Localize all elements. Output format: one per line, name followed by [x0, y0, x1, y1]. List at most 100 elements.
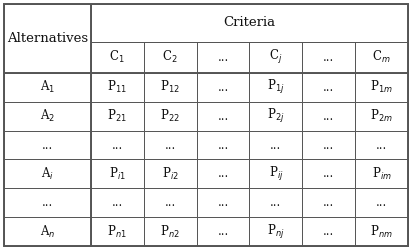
Bar	[249, 160, 302, 188]
Text: A$_n$: A$_n$	[40, 224, 55, 240]
Bar	[91, 42, 144, 73]
Bar	[144, 131, 197, 160]
Bar	[91, 4, 408, 42]
Text: ...: ...	[323, 168, 335, 180]
Text: ...: ...	[323, 110, 335, 123]
Text: C$_j$: C$_j$	[269, 48, 283, 66]
Text: P$_{im}$: P$_{im}$	[372, 166, 391, 182]
Bar	[355, 217, 408, 246]
Text: ...: ...	[323, 225, 335, 238]
Text: P$_{i2}$: P$_{i2}$	[162, 166, 178, 182]
Bar	[91, 217, 144, 246]
Bar	[4, 160, 91, 188]
Text: P$_{22}$: P$_{22}$	[160, 108, 180, 124]
Bar	[249, 102, 302, 131]
Bar	[355, 42, 408, 73]
Bar	[91, 160, 144, 188]
Bar	[355, 102, 408, 131]
Bar	[91, 102, 144, 131]
Text: A$_1$: A$_1$	[40, 79, 55, 96]
Bar	[355, 188, 408, 217]
Bar	[302, 102, 355, 131]
Bar	[4, 102, 91, 131]
Bar	[4, 188, 91, 217]
Text: ...: ...	[376, 196, 387, 209]
Bar	[197, 217, 249, 246]
Text: Alternatives: Alternatives	[7, 32, 88, 45]
Bar	[302, 73, 355, 102]
Bar	[197, 160, 249, 188]
Bar	[355, 73, 408, 102]
Text: ...: ...	[112, 138, 123, 151]
Text: ...: ...	[112, 196, 123, 209]
Bar	[355, 160, 408, 188]
Text: ...: ...	[218, 81, 229, 94]
Bar	[302, 160, 355, 188]
Text: ...: ...	[218, 138, 229, 151]
Text: ...: ...	[218, 225, 229, 238]
Bar	[355, 131, 408, 160]
Bar	[4, 4, 91, 73]
Text: P$_{2m}$: P$_{2m}$	[370, 108, 393, 124]
Bar	[144, 160, 197, 188]
Text: P$_{n2}$: P$_{n2}$	[160, 224, 180, 240]
Bar	[302, 131, 355, 160]
Text: A$_i$: A$_i$	[41, 166, 54, 182]
Text: ...: ...	[323, 138, 335, 151]
Text: ...: ...	[218, 196, 229, 209]
Bar	[197, 188, 249, 217]
Text: P$_{n1}$: P$_{n1}$	[108, 224, 127, 240]
Text: ...: ...	[164, 196, 176, 209]
Text: ...: ...	[42, 138, 53, 151]
Bar	[197, 42, 249, 73]
Text: P$_{i1}$: P$_{i1}$	[109, 166, 126, 182]
Bar	[249, 217, 302, 246]
Text: ...: ...	[42, 196, 53, 209]
Bar	[91, 131, 144, 160]
Text: ...: ...	[218, 168, 229, 180]
Text: P$_{nj}$: P$_{nj}$	[267, 222, 285, 240]
Text: ...: ...	[164, 138, 176, 151]
Text: P$_{1j}$: P$_{1j}$	[267, 78, 285, 96]
Text: ...: ...	[218, 110, 229, 123]
Bar	[144, 217, 197, 246]
Bar	[91, 188, 144, 217]
Bar	[197, 102, 249, 131]
Text: P$_{2j}$: P$_{2j}$	[267, 107, 285, 125]
Bar	[249, 131, 302, 160]
Text: ...: ...	[270, 196, 281, 209]
Text: C$_2$: C$_2$	[162, 49, 178, 65]
Bar	[197, 73, 249, 102]
Bar	[4, 217, 91, 246]
Bar	[144, 42, 197, 73]
Text: C$_1$: C$_1$	[110, 49, 125, 65]
Bar	[302, 188, 355, 217]
Text: P$_{1m}$: P$_{1m}$	[370, 79, 393, 96]
Bar	[302, 217, 355, 246]
Text: ...: ...	[376, 138, 387, 151]
Text: A$_2$: A$_2$	[40, 108, 55, 124]
Text: ...: ...	[218, 51, 229, 64]
Bar	[249, 188, 302, 217]
Bar	[197, 131, 249, 160]
Text: Criteria: Criteria	[223, 16, 276, 29]
Bar	[144, 73, 197, 102]
Bar	[4, 73, 91, 102]
Bar	[249, 73, 302, 102]
Text: ...: ...	[323, 51, 335, 64]
Text: P$_{ij}$: P$_{ij}$	[269, 165, 283, 183]
Text: P$_{12}$: P$_{12}$	[160, 79, 180, 96]
Bar	[302, 42, 355, 73]
Text: ...: ...	[323, 196, 335, 209]
Text: ...: ...	[270, 138, 281, 151]
Text: P$_{11}$: P$_{11}$	[108, 79, 127, 96]
Bar	[249, 42, 302, 73]
Bar	[144, 188, 197, 217]
Bar	[4, 131, 91, 160]
Bar	[91, 73, 144, 102]
Text: P$_{nm}$: P$_{nm}$	[370, 224, 393, 240]
Text: P$_{21}$: P$_{21}$	[108, 108, 127, 124]
Text: ...: ...	[323, 81, 335, 94]
Bar	[144, 102, 197, 131]
Text: C$_m$: C$_m$	[372, 49, 391, 65]
